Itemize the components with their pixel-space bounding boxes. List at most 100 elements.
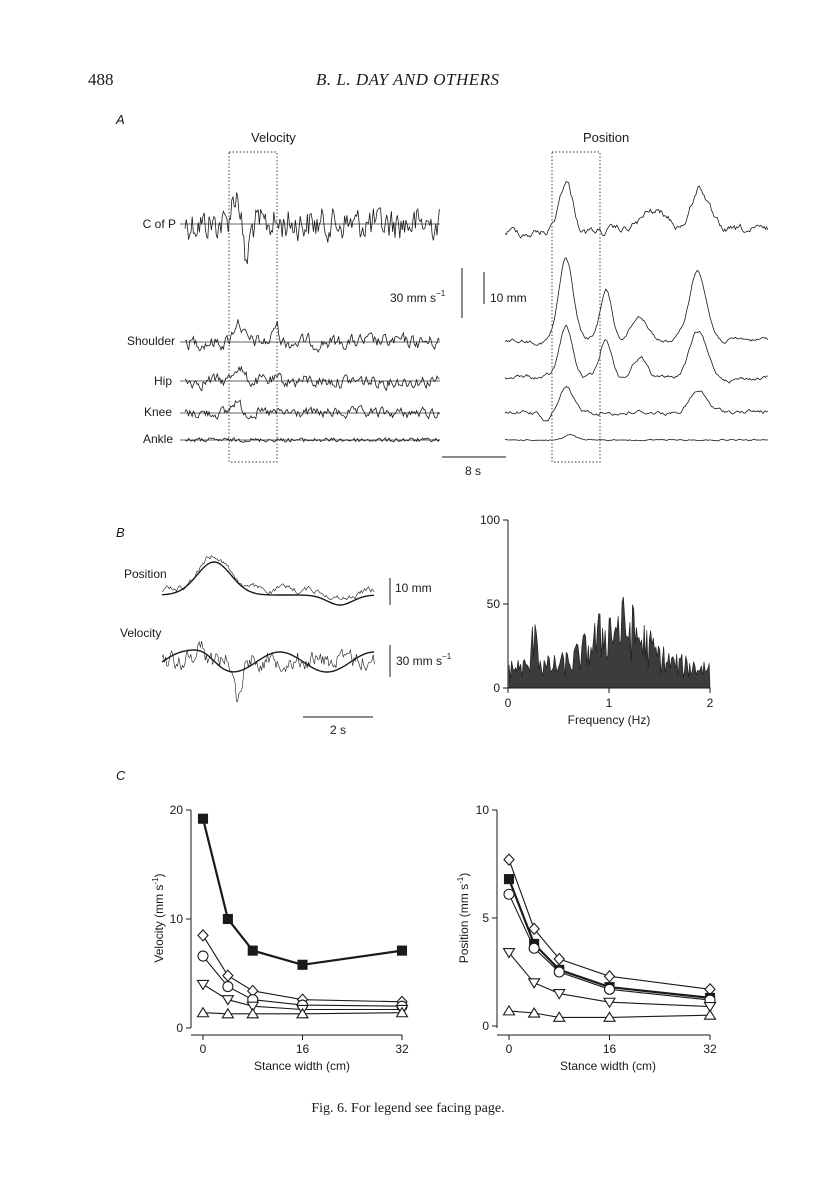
page-number: 488 [88, 70, 114, 89]
trace-label-cop: C of P [143, 217, 176, 231]
spectrum-x-tick-label: 0 [505, 696, 512, 710]
panel-a-label: A [115, 112, 125, 127]
position-traces [504, 180, 769, 442]
data-point-open-down-triangle [603, 997, 616, 1009]
position-chart-y-label: Position (mm s-1) [456, 873, 471, 963]
data-point-filled-square [247, 945, 258, 956]
velocity-chart-series [196, 813, 409, 1019]
b-time-scale-label: 2 s [330, 723, 346, 737]
spectrum-y-tick-label: 0 [493, 681, 500, 695]
data-point-open-down-triangle [221, 995, 235, 1006]
y-tick-label: 5 [482, 911, 489, 925]
velocity-scale-label: 30 mm s−1 [390, 289, 446, 305]
data-point-filled-square [222, 913, 233, 925]
data-point-open-down-triangle [703, 1002, 717, 1013]
x-tick-label: 16 [603, 1042, 617, 1056]
b-position-raw-trace [161, 555, 375, 601]
trace-label-ankle: Ankle [143, 432, 173, 446]
data-point-open-up-triangle [246, 1007, 260, 1019]
spectrum-trace [508, 596, 711, 689]
trace-label-knee: Knee [144, 405, 172, 419]
data-point-open-diamond [222, 969, 234, 982]
data-point-open-up-triangle [603, 1011, 616, 1022]
data-point-filled-square [396, 945, 408, 956]
data-point-open-diamond [553, 952, 565, 966]
shoulder-velocity-trace [184, 319, 440, 354]
trace-label-hip: Hip [154, 374, 172, 388]
data-point-open-up-triangle [502, 1004, 516, 1016]
spectrum-x-tick-label: 2 [707, 696, 714, 710]
ankle-velocity-trace [184, 437, 440, 443]
figure-caption: Fig. 6. For legend see facing page. [311, 1101, 505, 1116]
b-position-scale-label: 10 mm [395, 581, 432, 595]
data-point-filled-square [197, 813, 209, 824]
data-point-open-up-triangle [552, 1011, 566, 1022]
spectrum-ticks: 0 50 100 0 1 2 [480, 513, 714, 710]
hip-velocity-trace [184, 365, 440, 392]
velocity-column-title: Velocity [251, 130, 296, 145]
position-window-box [551, 151, 601, 463]
data-point-open-up-triangle [703, 1009, 717, 1020]
data-point-open-circle [603, 983, 616, 995]
knee-position-trace [504, 385, 769, 422]
position-scale-label: 10 mm [490, 291, 527, 305]
data-point-open-up-triangle [196, 1006, 210, 1018]
panel-c-label: C [116, 768, 126, 783]
y-tick-label: 0 [176, 1021, 183, 1035]
panel-a: A Velocity Position C of P Shoulder Hip … [115, 112, 769, 478]
velocity-chart-y-label: Velocity (mm s-1) [151, 873, 166, 962]
x-tick-label: 32 [395, 1042, 409, 1056]
position-chart-series [502, 853, 717, 1022]
velocity-traces [184, 192, 440, 443]
series-line-filled-square [201, 818, 403, 966]
y-tick-label: 10 [476, 803, 490, 817]
spectrum-chart: 0 50 100 0 1 2 Frequency (Hz) [480, 513, 714, 727]
panel-c: C 0 10 20 0 16 32 Stance width (cm) Velocity … [116, 768, 717, 1073]
data-point-open-down-triangle [196, 979, 210, 991]
velocity-chart-x-label: Stance width (cm) [254, 1059, 350, 1073]
data-point-open-circle [222, 981, 234, 993]
data-point-open-diamond [603, 970, 616, 983]
velocity-chart-ticks: 0 10 20 0 16 32 [170, 803, 409, 1056]
data-point-open-circle [197, 950, 209, 962]
ankle-position-trace [504, 434, 768, 442]
spectrum-y-tick-label: 100 [480, 513, 500, 527]
panel-b-label: B [116, 525, 125, 540]
data-point-open-diamond [528, 922, 540, 936]
shoulder-position-trace [504, 257, 769, 346]
time-scale-label: 8 s [465, 464, 481, 478]
data-point-filled-square [297, 959, 308, 970]
x-tick-label: 32 [703, 1042, 717, 1056]
position-chart-x-label: Stance width (cm) [560, 1059, 656, 1073]
x-tick-label: 16 [296, 1042, 310, 1056]
data-point-open-down-triangle [552, 989, 566, 1000]
velocity-window-box [228, 151, 278, 463]
hip-position-trace [504, 324, 768, 384]
data-point-open-down-triangle [502, 948, 516, 959]
b-position-smooth-trace [161, 561, 375, 606]
data-point-open-down-triangle [527, 978, 541, 989]
b-velocity-scale-label: 30 mm s−1 [396, 652, 452, 668]
data-point-open-circle [503, 888, 515, 900]
knee-velocity-trace [184, 399, 440, 420]
b-velocity-raw-trace [161, 641, 375, 703]
spectrum-area [508, 596, 711, 689]
data-point-open-up-triangle [527, 1006, 541, 1018]
x-tick-label: 0 [200, 1042, 207, 1056]
position-vs-width-chart: 0 5 10 0 16 32 Stance width (cm) Position (mm… [456, 803, 717, 1073]
x-tick-label: 0 [506, 1042, 513, 1056]
y-tick-label: 10 [170, 912, 184, 926]
spectrum-y-tick-label: 50 [487, 597, 501, 611]
velocity-vs-width-chart: 0 10 20 0 16 32 Stance width (cm) Velocity (m… [151, 803, 409, 1073]
data-point-open-up-triangle [395, 1006, 409, 1018]
y-tick-label: 0 [482, 1019, 489, 1033]
data-point-open-down-triangle [246, 1001, 260, 1013]
running-head: B. L. DAY AND OTHERS [316, 70, 500, 89]
b-velocity-smooth-trace [161, 649, 375, 673]
series-line-open-diamond [508, 859, 711, 990]
spectrum-x-tick-label: 1 [606, 696, 613, 710]
b-position-label: Position [124, 567, 167, 581]
data-point-open-circle [553, 966, 565, 978]
data-point-open-up-triangle [296, 1007, 309, 1019]
